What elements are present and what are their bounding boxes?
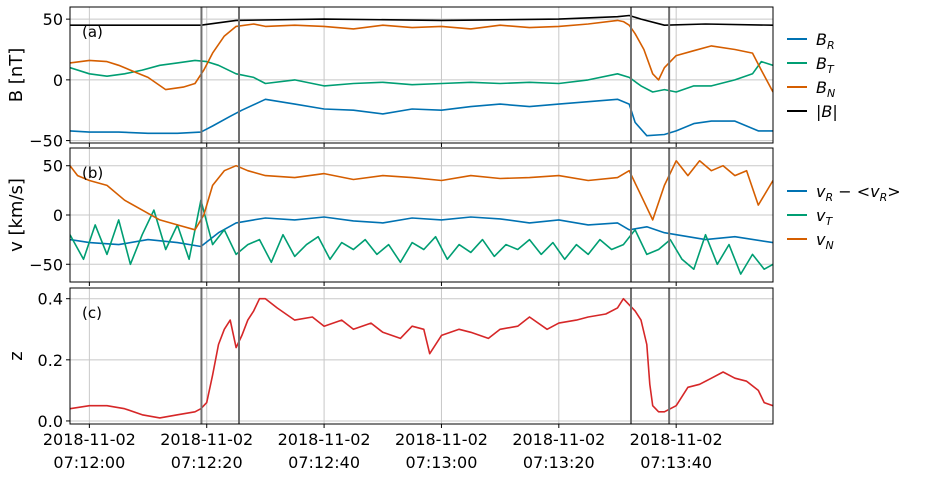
- panel-label: (b): [82, 164, 103, 182]
- x-tick-label-time: 07:13:40: [640, 453, 712, 472]
- series-line-v-r-v-r-: [70, 216, 773, 248]
- x-tick-label-date: 2018-11-02: [395, 430, 488, 449]
- panel-label: (c): [82, 304, 102, 322]
- x-tick-label-time: 07:13:20: [523, 453, 595, 472]
- y-tick-label: 0: [53, 71, 63, 90]
- axes-frame: [69, 287, 774, 425]
- y-axis-label: z: [6, 351, 27, 360]
- x-tick-label-time: 07:12:00: [53, 453, 125, 472]
- series-line-b-t: [70, 59, 773, 93]
- y-tick-label: 50: [43, 157, 63, 176]
- y-tick-label: 0.0: [38, 412, 63, 431]
- y-tick-label: 0.4: [38, 290, 63, 309]
- series-line-b-n: [70, 19, 773, 93]
- series-line--b-: [70, 14, 773, 27]
- axes-frame: [69, 6, 774, 144]
- x-tick-label-time: 07:12:20: [171, 453, 243, 472]
- y-axis-label: v [km/s]: [6, 178, 27, 252]
- panel-label: (a): [82, 23, 103, 41]
- x-tick-label-date: 2018-11-02: [160, 430, 253, 449]
- x-tick-label-time: 07:12:40: [288, 453, 360, 472]
- panel-3: 0.0 0.2 0.4 z (c) 2018-11-02 07:12:00 2018-11-0…: [6, 287, 774, 472]
- y-tick-label: −50: [29, 132, 63, 151]
- legend-label: |B|: [816, 102, 838, 121]
- y-tick-label: 50: [43, 10, 63, 29]
- y-tick-label: 0.2: [38, 351, 63, 370]
- series-line-v-t: [70, 199, 773, 275]
- legend-label: BN: [816, 78, 835, 100]
- legend-label: BT: [816, 54, 835, 76]
- y-tick-label: −50: [29, 255, 63, 274]
- x-tick-label-date: 2018-11-02: [278, 430, 371, 449]
- series-line-v-n: [70, 160, 773, 231]
- x-tick-label-date: 2018-11-02: [512, 430, 605, 449]
- series-line-z: [70, 297, 773, 419]
- legend-label: vR − <vR>: [816, 182, 901, 204]
- series-line-b-r: [70, 98, 773, 137]
- y-axis-label: B [nT]: [6, 48, 27, 103]
- x-tick-label-date: 2018-11-02: [43, 430, 136, 449]
- legend-label: vN: [816, 230, 834, 252]
- legend-label: BR: [816, 30, 835, 52]
- legend-label: vT: [816, 206, 833, 228]
- x-tick-label-date: 2018-11-02: [630, 430, 723, 449]
- x-tick-label-time: 07:13:00: [406, 453, 478, 472]
- y-tick-label: 0: [53, 206, 63, 225]
